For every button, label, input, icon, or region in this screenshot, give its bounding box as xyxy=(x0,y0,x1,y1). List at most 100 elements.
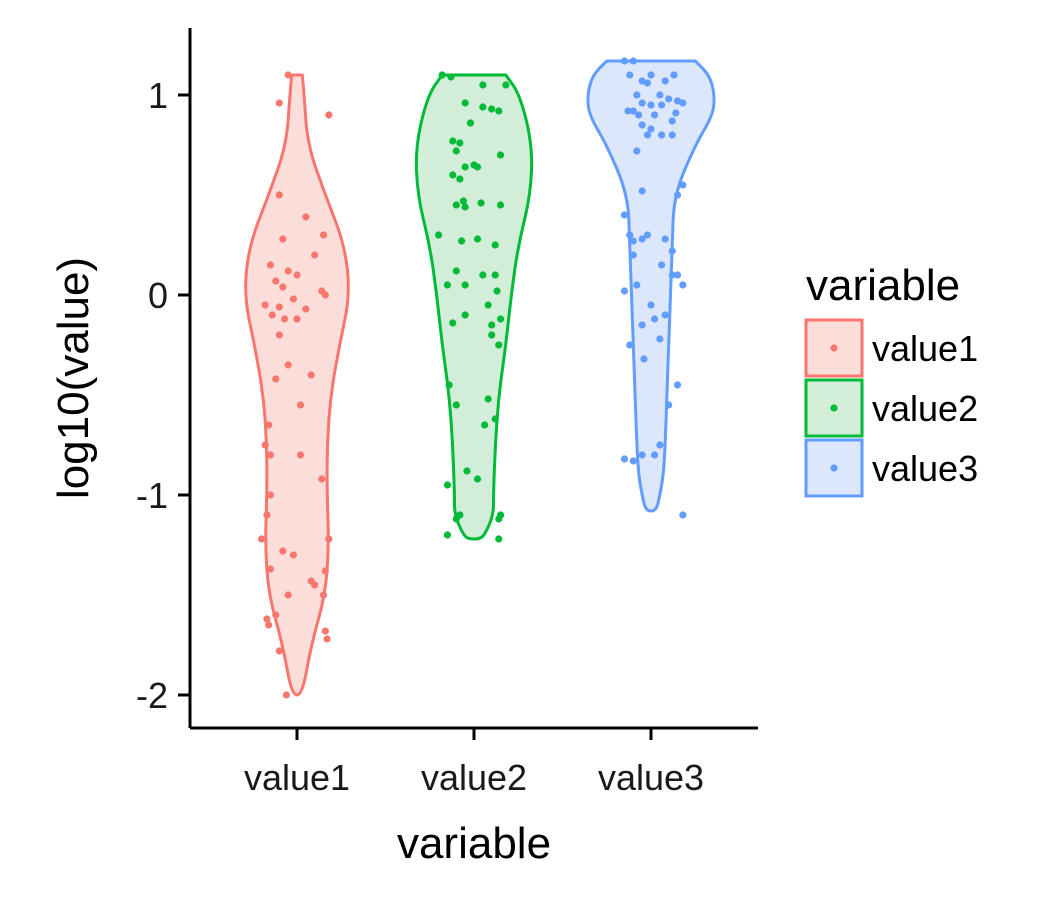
point-value3-56 xyxy=(638,451,646,459)
point-value3-28 xyxy=(679,181,687,189)
x-tick-label: value1 xyxy=(244,757,350,798)
point-value1-9 xyxy=(284,267,292,275)
point-value2-32 xyxy=(493,287,501,295)
point-value3-49 xyxy=(656,335,664,343)
point-value2-27 xyxy=(452,267,460,275)
point-value3-0 xyxy=(620,57,629,65)
point-value1-30 xyxy=(296,451,305,459)
jitter-points-layer xyxy=(258,57,687,699)
point-value2-34 xyxy=(461,311,469,319)
point-value1-11 xyxy=(272,277,280,285)
point-value3-7 xyxy=(643,79,652,87)
point-value3-31 xyxy=(620,211,629,219)
point-value1-2 xyxy=(325,111,333,119)
point-value1-22 xyxy=(275,331,283,339)
point-value3-36 xyxy=(629,237,637,245)
point-value3-57 xyxy=(620,455,629,463)
point-value1-4 xyxy=(302,213,310,221)
point-value2-39 xyxy=(495,341,503,349)
point-value2-11 xyxy=(452,147,460,155)
point-value1-19 xyxy=(268,311,276,319)
point-value2-37 xyxy=(449,319,457,327)
legend: variable value1 value2 value3 xyxy=(804,261,978,498)
point-value3-32 xyxy=(626,231,634,239)
point-value3-8 xyxy=(633,91,641,99)
point-value3-35 xyxy=(638,235,646,243)
point-value1-17 xyxy=(275,303,283,311)
point-value1-38 xyxy=(266,565,275,573)
point-value1-3 xyxy=(275,191,283,199)
violin-value3 xyxy=(586,59,716,513)
point-value3-55 xyxy=(650,451,659,459)
point-value1-26 xyxy=(296,401,305,409)
point-value2-53 xyxy=(495,535,503,543)
point-value2-45 xyxy=(463,467,471,475)
point-value2-22 xyxy=(461,203,469,211)
point-value3-6 xyxy=(661,77,669,85)
violin-value1 xyxy=(244,73,350,697)
point-value1-39 xyxy=(321,567,329,575)
point-value2-46 xyxy=(473,475,482,483)
point-value3-18 xyxy=(624,107,632,115)
point-value1-27 xyxy=(265,421,273,429)
point-value2-38 xyxy=(488,331,496,339)
point-value2-19 xyxy=(477,199,485,207)
point-value1-8 xyxy=(266,261,275,269)
point-value2-16 xyxy=(449,171,457,179)
y-tick-label: -2 xyxy=(136,675,168,716)
point-value1-14 xyxy=(321,291,329,299)
y-tick-label: 0 xyxy=(148,275,168,316)
point-value1-45 xyxy=(263,615,271,623)
point-value2-15 xyxy=(473,163,482,171)
point-value3-40 xyxy=(673,271,682,279)
legend-title: variable xyxy=(806,261,960,310)
point-value2-30 xyxy=(443,281,452,289)
point-value1-29 xyxy=(266,451,275,459)
point-value2-6 xyxy=(479,103,487,111)
y-tick-label: 1 xyxy=(148,75,168,116)
point-value3-14 xyxy=(647,101,655,109)
point-value2-49 xyxy=(452,515,460,523)
point-value1-41 xyxy=(311,581,319,589)
legend-label-value1: value1 xyxy=(872,328,978,369)
point-value2-43 xyxy=(491,415,499,423)
point-value3-42 xyxy=(633,281,641,289)
point-value2-7 xyxy=(495,107,503,115)
point-value1-15 xyxy=(289,295,298,303)
point-value3-41 xyxy=(668,271,676,279)
point-value1-33 xyxy=(263,511,271,519)
violin-layer xyxy=(244,59,716,697)
point-value2-35 xyxy=(488,321,496,329)
point-value3-53 xyxy=(665,401,673,409)
point-value1-20 xyxy=(281,315,289,323)
point-value1-28 xyxy=(261,441,269,449)
x-tick-label: value2 xyxy=(421,757,527,798)
point-value2-18 xyxy=(459,197,467,205)
point-value1-7 xyxy=(311,251,319,259)
y-axis-title: log10(value) xyxy=(49,257,98,499)
point-value3-10 xyxy=(665,95,673,103)
point-value3-4 xyxy=(670,71,678,79)
point-value1-44 xyxy=(272,611,280,619)
y-tick-label: -1 xyxy=(136,475,168,516)
point-value3-39 xyxy=(658,261,666,269)
x-ticks: value1 value2 value3 xyxy=(244,728,704,798)
point-value2-47 xyxy=(443,481,452,489)
point-value1-48 xyxy=(323,635,331,643)
point-value3-26 xyxy=(668,131,676,139)
point-value3-19 xyxy=(635,111,643,119)
point-value2-41 xyxy=(484,395,492,403)
point-value1-36 xyxy=(289,551,298,559)
point-value3-34 xyxy=(661,235,669,243)
point-value3-44 xyxy=(620,287,629,295)
point-value3-3 xyxy=(647,71,655,79)
point-value2-33 xyxy=(484,301,492,309)
legend-label-value2: value2 xyxy=(872,388,978,429)
point-value2-29 xyxy=(491,271,499,279)
violin-value2 xyxy=(414,73,534,541)
point-value1-35 xyxy=(279,547,287,555)
legend-key-dot-value3 xyxy=(830,464,838,472)
point-value1-10 xyxy=(293,271,301,279)
point-value2-2 xyxy=(479,81,487,89)
